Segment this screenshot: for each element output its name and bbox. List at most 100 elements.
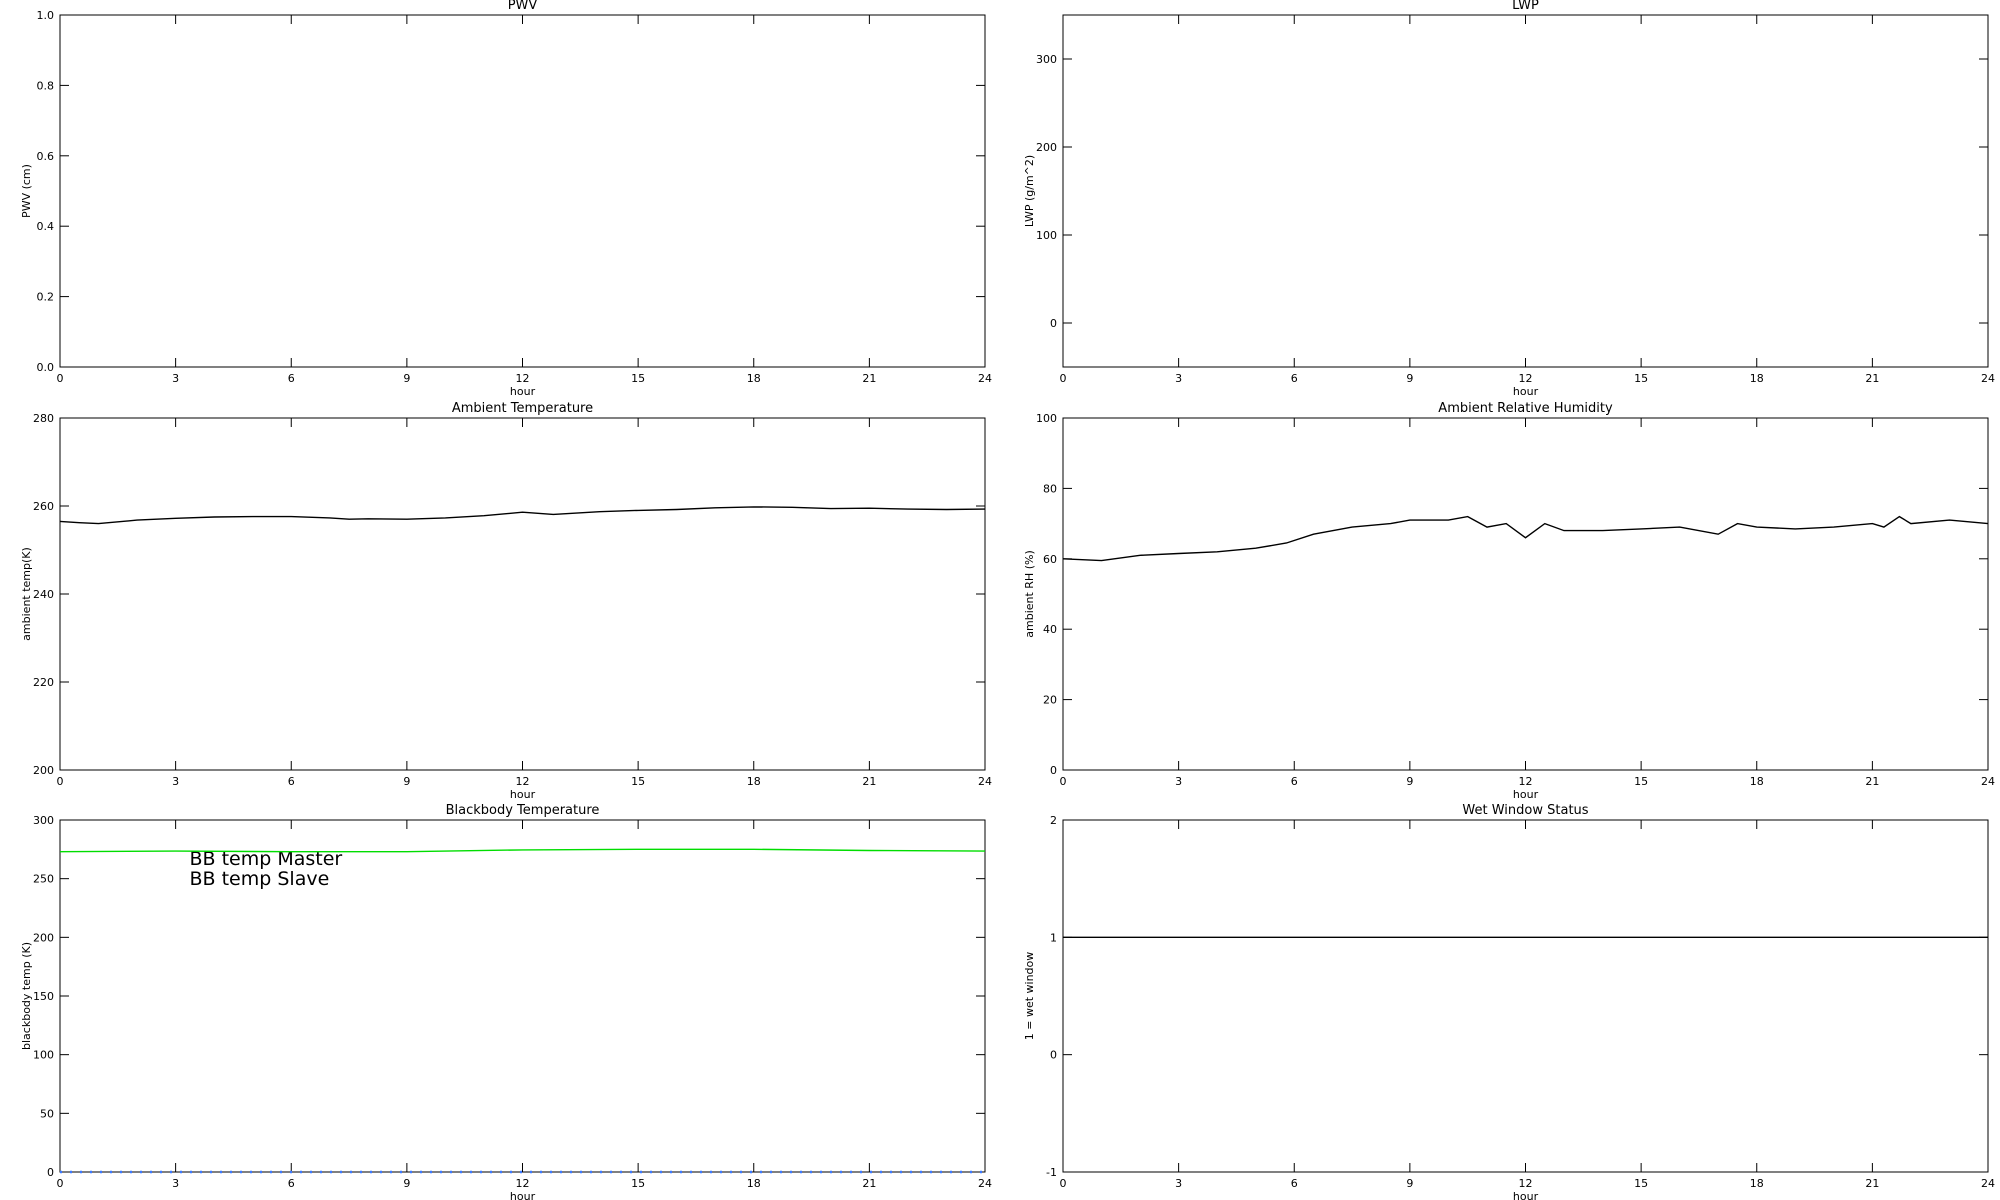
y-tick-label: 60: [1043, 553, 1057, 566]
x-tick-label: 15: [631, 372, 645, 385]
y-tick-label: 0: [1050, 317, 1057, 330]
y-tick-label: 150: [33, 990, 54, 1003]
x-tick-label: 9: [1406, 1177, 1413, 1190]
x-tick-label: 15: [1634, 775, 1648, 788]
x-tick-label: 18: [747, 775, 761, 788]
y-tick-label: 0: [1050, 764, 1057, 777]
y-axis-label: ambient RH (%): [1023, 550, 1036, 638]
plot-frame: [59, 417, 986, 771]
x-tick-label: 0: [57, 372, 64, 385]
x-tick-label: 3: [1175, 1177, 1182, 1190]
x-tick-label: 18: [747, 372, 761, 385]
x-tick-label: 6: [1291, 372, 1298, 385]
x-tick-label: 12: [516, 1177, 530, 1190]
y-tick-label: 0: [1050, 1049, 1057, 1062]
x-tick-label: 3: [172, 775, 179, 788]
y-tick-label: 260: [33, 500, 54, 513]
chart-title: Blackbody Temperature: [446, 803, 600, 818]
y-tick-label: 0: [47, 1166, 54, 1179]
chart-title: PWV: [508, 0, 538, 13]
y-tick-label: 100: [1036, 229, 1057, 242]
x-tick-label: 12: [516, 372, 530, 385]
y-tick-label: 300: [1036, 53, 1057, 66]
x-tick-label: 21: [862, 372, 876, 385]
x-axis-label: hour: [1513, 385, 1539, 398]
y-tick-label: 100: [33, 1049, 54, 1062]
y-tick-label: 20: [1043, 694, 1057, 707]
x-tick-label: 9: [1406, 775, 1413, 788]
x-tick-label: 21: [1865, 1177, 1879, 1190]
y-tick-label: 220: [33, 676, 54, 689]
x-tick-label: 24: [978, 775, 992, 788]
y-tick-label: 200: [1036, 141, 1057, 154]
x-tick-label: 12: [1519, 372, 1533, 385]
x-tick-label: 0: [57, 775, 64, 788]
y-tick-label: 0.4: [37, 220, 55, 233]
chart-title: Ambient Relative Humidity: [1438, 401, 1613, 416]
x-tick-label: 21: [862, 1177, 876, 1190]
y-tick-label: 100: [1036, 412, 1057, 425]
x-tick-label: 15: [1634, 1177, 1648, 1190]
y-tick-label: -1: [1046, 1166, 1057, 1179]
x-tick-label: 0: [57, 1177, 64, 1190]
x-tick-label: 6: [288, 372, 295, 385]
x-tick-label: 15: [1634, 372, 1648, 385]
y-tick-label: 280: [33, 412, 54, 425]
x-tick-label: 18: [1750, 1177, 1764, 1190]
series-line: [59, 506, 986, 525]
x-tick-label: 18: [1750, 775, 1764, 788]
y-axis-label: 1 = wet window: [1023, 952, 1036, 1041]
y-axis-label: ambient temp(K): [20, 547, 33, 641]
y-tick-label: 40: [1043, 623, 1057, 636]
x-tick-label: 21: [1865, 372, 1879, 385]
y-tick-label: 0.8: [37, 79, 55, 92]
y-axis-label: blackbody temp (K): [20, 942, 33, 1050]
x-tick-label: 12: [516, 775, 530, 788]
plot-frame: [1062, 417, 1989, 771]
plot-frame: [1062, 819, 1989, 1173]
x-tick-label: 0: [1060, 775, 1067, 788]
y-tick-label: 1: [1050, 931, 1057, 944]
chart-title: Wet Window Status: [1462, 803, 1588, 818]
y-tick-label: 300: [33, 814, 54, 827]
x-tick-label: 9: [403, 1177, 410, 1190]
y-tick-label: 1.0: [37, 9, 55, 22]
x-tick-label: 15: [631, 775, 645, 788]
legend-entry: BB temp Master: [190, 848, 343, 870]
plot-frame: [59, 14, 986, 368]
plot-frame: [1062, 14, 1989, 368]
y-tick-label: 0.2: [37, 291, 55, 304]
chart-title: Ambient Temperature: [452, 401, 593, 416]
x-tick-label: 6: [1291, 775, 1298, 788]
x-tick-label: 24: [1981, 372, 1995, 385]
y-tick-label: 0.6: [37, 150, 55, 163]
legend-entry: BB temp Slave: [190, 868, 330, 890]
x-tick-label: 6: [288, 1177, 295, 1190]
x-tick-label: 24: [1981, 1177, 1995, 1190]
x-tick-label: 3: [172, 1177, 179, 1190]
x-tick-label: 24: [1981, 775, 1995, 788]
x-axis-label: hour: [510, 1190, 536, 1200]
x-tick-label: 21: [862, 775, 876, 788]
x-tick-label: 3: [172, 372, 179, 385]
x-tick-label: 18: [1750, 372, 1764, 385]
y-tick-label: 50: [40, 1107, 54, 1120]
x-tick-label: 12: [1519, 775, 1533, 788]
x-axis-label: hour: [1513, 788, 1539, 801]
y-tick-label: 80: [1043, 482, 1057, 495]
chart-title: LWP: [1512, 0, 1539, 13]
series-line: [59, 848, 986, 853]
y-axis-label: LWP (g/m^2): [1023, 155, 1036, 227]
x-tick-label: 6: [288, 775, 295, 788]
x-tick-label: 3: [1175, 372, 1182, 385]
x-tick-label: 24: [978, 1177, 992, 1190]
x-tick-label: 9: [1406, 372, 1413, 385]
x-tick-label: 9: [403, 775, 410, 788]
x-tick-label: 0: [1060, 372, 1067, 385]
y-tick-label: 250: [33, 873, 54, 886]
series-line: [1062, 515, 1989, 562]
y-tick-label: 0.0: [37, 361, 55, 374]
x-tick-label: 21: [1865, 775, 1879, 788]
y-tick-label: 240: [33, 588, 54, 601]
